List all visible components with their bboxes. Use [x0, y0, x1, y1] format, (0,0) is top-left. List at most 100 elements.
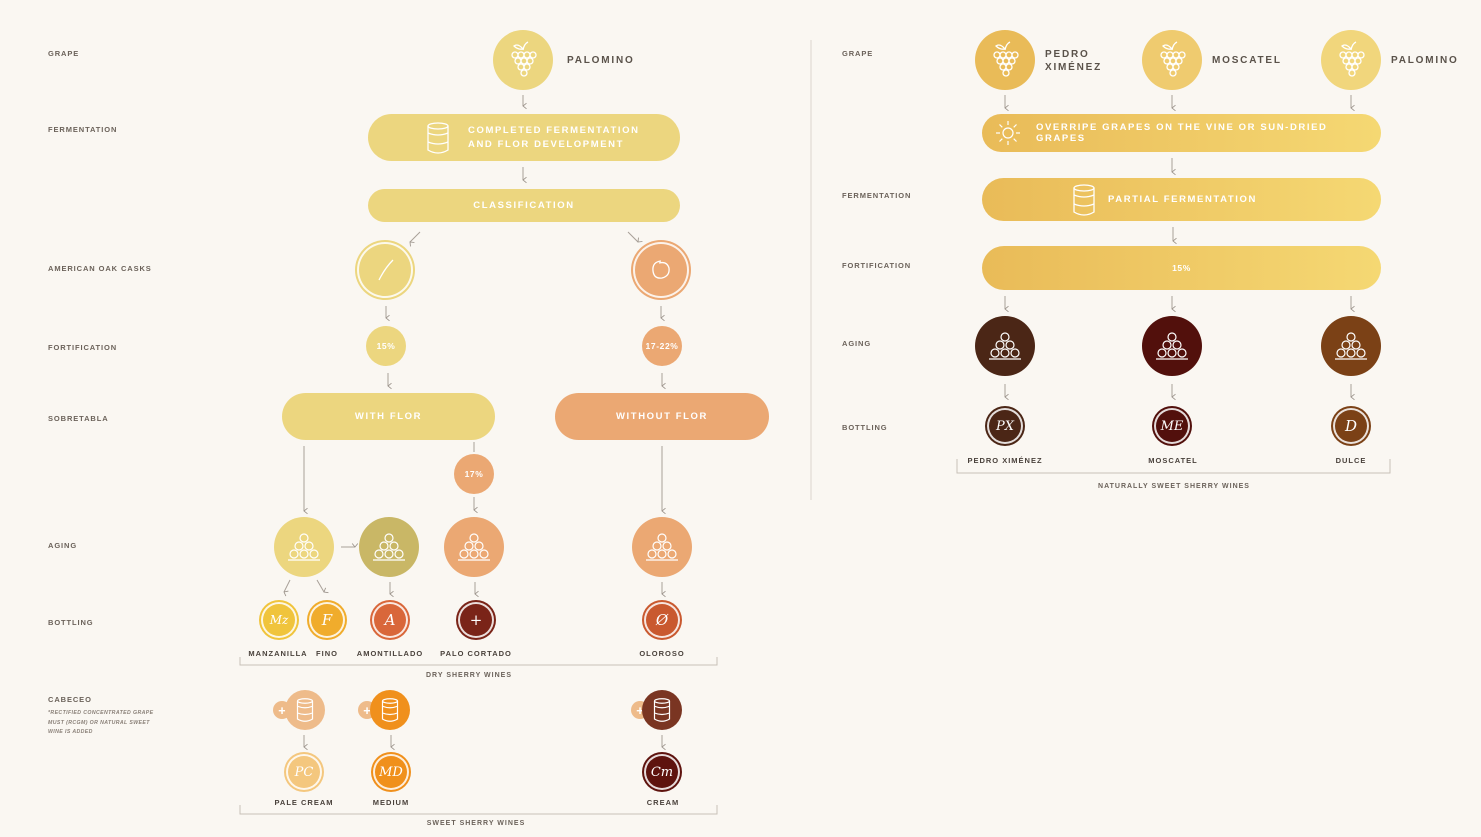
bottle-cream: Cm — [642, 752, 682, 792]
overripe-text: OVERRIPE GRAPES ON THE VINE OR SUN-DRIED… — [1036, 122, 1328, 144]
stage-label-cabeceo: CABECEO — [48, 695, 92, 704]
cabeceo-note: *RECTIFIED CONCENTRATED GRAPE MUST (RCGM… — [48, 710, 154, 735]
dulce-monogram: D — [1344, 417, 1358, 435]
aging-circle-olive — [359, 517, 419, 577]
barrels-stack-icon — [458, 533, 490, 561]
caption-fino: FINO — [316, 649, 338, 658]
aging-circle-pedro-ximenez — [975, 316, 1035, 376]
overripe-box: OVERRIPE GRAPES ON THE VINE OR SUN-DRIED… — [982, 114, 1381, 152]
grape-circle-pedro-ximenez — [975, 30, 1035, 90]
grape-name-pedro-ximenez: PEDRO XIMÉNEZ — [1045, 49, 1103, 73]
caption-amontillado: AMONTILLADO — [356, 649, 424, 658]
right-fortification-box: 15% — [982, 246, 1381, 290]
caption-cream: CREAM — [646, 798, 680, 807]
stage-label-american-oak-casks: AMERICAN OAK CASKS — [48, 264, 152, 273]
right-stage-label-fermentation: FERMENTATION — [842, 191, 912, 200]
bottle-dulce: D — [1331, 406, 1371, 446]
palo-cortado-monogram: + — [469, 611, 483, 629]
group-brackets — [239, 459, 1391, 815]
partial-fermentation-text: PARTIAL FERMENTATION — [1108, 194, 1257, 205]
barrel-icon — [427, 122, 449, 154]
fermentation-box: COMPLETED FERMENTATION AND FLOR DEVELOPM… — [368, 114, 680, 161]
bottle-pale-cream: PC — [284, 752, 324, 792]
cabeceo-barrel-medium — [370, 690, 410, 730]
barrel-icon — [1073, 184, 1095, 216]
group-sweet-sherry-wines: SWEET SHERRY WINES — [426, 820, 526, 827]
right-stage-label-bottling: BOTTLING — [842, 423, 888, 432]
stage-label-grape: GRAPE — [48, 49, 80, 58]
cabeceo-barrel-cream — [642, 690, 682, 730]
aging-circle-moscatel — [1142, 316, 1202, 376]
barrels-stack-icon — [1335, 332, 1367, 360]
cream-monogram: Cm — [650, 764, 674, 780]
stage-label-sobretabla: SOBRETABLA — [48, 414, 109, 423]
barrels-stack-icon — [1156, 332, 1188, 360]
barrels-stack-icon — [288, 533, 320, 561]
fortification-17-22: 17-22% — [642, 326, 682, 366]
pedro-ximenez-monogram: PX — [995, 418, 1014, 434]
stage-label-aging: AGING — [48, 541, 78, 550]
fermentation-text: COMPLETED FERMENTATION AND FLOR DEVELOPM… — [468, 124, 640, 150]
grape-name-palomino-right: PALOMINO — [1391, 55, 1459, 66]
grape-icon — [993, 41, 1019, 77]
caption-pedro-ximenez: PEDRO XIMÉNEZ — [967, 456, 1043, 465]
bottle-medium: MD — [371, 752, 411, 792]
bottle-manzanilla: Mz — [259, 600, 299, 640]
bottle-amontillado: A — [370, 600, 410, 640]
caption-oloroso: OLOROSO — [639, 649, 685, 658]
bottle-oloroso: Ø — [642, 600, 682, 640]
right-stage-label-grape: GRAPE — [842, 49, 874, 58]
grape-icon — [511, 41, 537, 77]
aging-circle-dulce — [1321, 316, 1381, 376]
caption-medium: MEDIUM — [372, 798, 410, 807]
without-flor-box: WITHOUT FLOR — [555, 393, 769, 440]
caption-dulce: DULCE — [1335, 456, 1367, 465]
moscatel-monogram: ME — [1160, 418, 1184, 434]
aging-circle-oloroso — [632, 517, 692, 577]
aging-circle-yellow — [274, 517, 334, 577]
medium-monogram: MD — [379, 764, 403, 780]
caption-palo-cortado: PALO CORTADO — [440, 649, 512, 658]
aging-circle-peach — [444, 517, 504, 577]
stage-label-fermentation: FERMENTATION — [48, 125, 118, 134]
caption-moscatel: MOSCATEL — [1148, 456, 1198, 465]
oak-cask-with-flor — [355, 240, 415, 300]
slash-icon — [378, 259, 394, 281]
barrel-icon — [653, 698, 671, 722]
bottle-pedro-ximenez: PX — [985, 406, 1025, 446]
sun-icon — [996, 121, 1020, 145]
pale-cream-monogram: PC — [294, 764, 314, 780]
grape-name-moscatel: MOSCATEL — [1212, 55, 1282, 66]
right-stage-label-aging: AGING — [842, 339, 872, 348]
grape-circle-palomino-right — [1321, 30, 1381, 90]
barrel-icon — [296, 698, 314, 722]
bottle-palo-cortado: + — [456, 600, 496, 640]
barrels-stack-icon — [989, 332, 1021, 360]
grape-circle-palomino — [493, 30, 553, 90]
stage-label-fortification: FORTIFICATION — [48, 343, 118, 352]
group-naturally-sweet-sherry-wines: NATURALLY SWEET SHERRY WINES — [1098, 483, 1250, 490]
fortification-15: 15% — [366, 326, 406, 366]
bottle-moscatel: ME — [1152, 406, 1192, 446]
caption-pale-cream: PALE CREAM — [274, 798, 334, 807]
barrel-icon — [381, 698, 399, 722]
group-dry-sherry-wines: DRY SHERRY WINES — [425, 672, 513, 679]
right-stage-label-fortification: FORTIFICATION — [842, 261, 912, 270]
bottle-fino: F — [307, 600, 347, 640]
oloroso-monogram: Ø — [655, 611, 669, 629]
caption-manzanilla: MANZANILLA — [248, 649, 308, 658]
fortification-17: 17% — [454, 454, 494, 494]
partial-fermentation-box: PARTIAL FERMENTATION — [982, 178, 1381, 221]
amontillado-monogram: A — [384, 611, 396, 629]
grape-name-palomino: PALOMINO — [567, 55, 635, 66]
barrels-stack-icon — [373, 533, 405, 561]
oak-cask-without-flor — [631, 240, 691, 300]
barrels-stack-icon — [646, 533, 678, 561]
circle-mark-icon — [652, 260, 670, 279]
fino-monogram: F — [321, 611, 333, 629]
grape-circle-moscatel — [1142, 30, 1202, 90]
with-flor-box: WITH FLOR — [282, 393, 495, 440]
stage-label-bottling: BOTTLING — [48, 618, 94, 627]
manzanilla-monogram: Mz — [269, 613, 289, 627]
